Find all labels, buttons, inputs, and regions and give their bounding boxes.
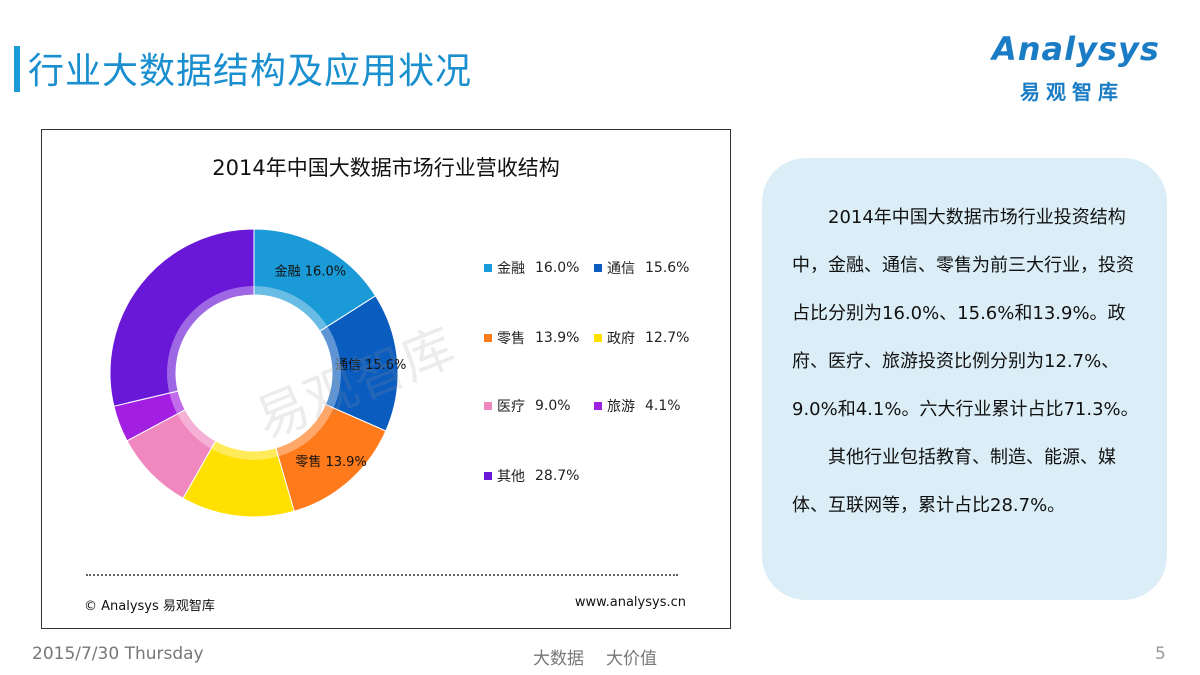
legend-item: 金融 16.0% xyxy=(484,258,579,278)
legend-swatch xyxy=(594,402,602,410)
legend-value: 4.1% xyxy=(645,398,681,414)
legend-label: 零售 xyxy=(497,331,525,347)
legend-label: 政府 xyxy=(607,331,635,347)
legend-label: 其他 xyxy=(497,469,525,485)
donut-chart: 金融 16.0%通信 15.6%零售 13.9%易观智库 xyxy=(109,228,463,518)
legend-value: 9.0% xyxy=(535,398,571,414)
legend-value: 12.7% xyxy=(645,330,690,346)
page-title: 行业大数据结构及应用状况 xyxy=(28,51,473,92)
legend-item: 政府 12.7% xyxy=(594,328,689,348)
legend-swatch xyxy=(484,264,492,272)
legend-label: 通信 xyxy=(607,261,635,277)
donut-inner-glow xyxy=(167,286,341,460)
chart-divider xyxy=(86,574,678,576)
legend-item: 医疗 9.0% xyxy=(484,396,571,416)
data-label-1: 通信 15.6% xyxy=(335,358,406,373)
chart-panel: 2014年中国大数据市场行业营收结构 金融 16.0% 通信 15.6% 零售 13… xyxy=(41,129,731,629)
data-label-2: 零售 13.9% xyxy=(295,454,366,470)
data-label-0: 金融 16.0% xyxy=(275,263,346,279)
legend-swatch xyxy=(484,334,492,342)
legend-item: 旅游 4.1% xyxy=(594,396,681,416)
chart-legend: 金融 16.0% 通信 15.6% 零售 13.9% 政府 12.7% 医疗 9.0% 旅游 4.1%… xyxy=(484,258,724,498)
legend-item: 通信 15.6% xyxy=(594,258,689,278)
summary-paragraph-2: 其他行业包括教育、制造、能源、媒体、互联网等，累计占比28.7%。 xyxy=(792,447,1116,516)
tagline-big-value: 大价值 xyxy=(606,649,657,669)
title-accent-bar xyxy=(14,46,20,92)
legend-label: 金融 xyxy=(497,261,525,277)
chart-title: 2014年中国大数据市场行业营收结构 xyxy=(212,156,560,180)
legend-value: 13.9% xyxy=(535,330,580,346)
chart-url: www.analysys.cn xyxy=(574,595,686,610)
legend-label: 旅游 xyxy=(607,399,635,415)
legend-item: 其他 28.7% xyxy=(484,466,579,486)
donut-slice-6 xyxy=(109,228,255,407)
logo-wordmark: Analysys xyxy=(992,30,1160,68)
legend-value: 15.6% xyxy=(645,260,690,276)
legend-swatch xyxy=(484,402,492,410)
analysys-logo: Analysys 易观智库 xyxy=(992,30,1162,110)
legend-item: 零售 13.9% xyxy=(484,328,579,348)
summary-callout: 2014年中国大数据市场行业投资结构中，金融、通信、零售为前三大行业，投资占比分… xyxy=(762,158,1167,600)
tagline-big-data: 大数据 xyxy=(533,649,584,669)
summary-paragraph-1: 2014年中国大数据市场行业投资结构中，金融、通信、零售为前三大行业，投资占比分… xyxy=(792,207,1139,420)
chart-source: © Analysys 易观智库 xyxy=(84,599,215,614)
summary-text: 2014年中国大数据市场行业投资结构中，金融、通信、零售为前三大行业，投资占比分… xyxy=(792,194,1142,530)
legend-swatch xyxy=(484,472,492,480)
legend-value: 28.7% xyxy=(535,468,580,484)
logo-chinese: 易观智库 xyxy=(1020,80,1124,104)
legend-value: 16.0% xyxy=(535,260,580,276)
footer-date: 2015/7/30 Thursday xyxy=(32,644,204,664)
legend-swatch xyxy=(594,264,602,272)
legend-label: 医疗 xyxy=(497,399,525,415)
footer-tagline: 大数据 大价值 xyxy=(533,644,679,669)
legend-swatch xyxy=(594,334,602,342)
page-number: 5 xyxy=(1155,644,1166,664)
